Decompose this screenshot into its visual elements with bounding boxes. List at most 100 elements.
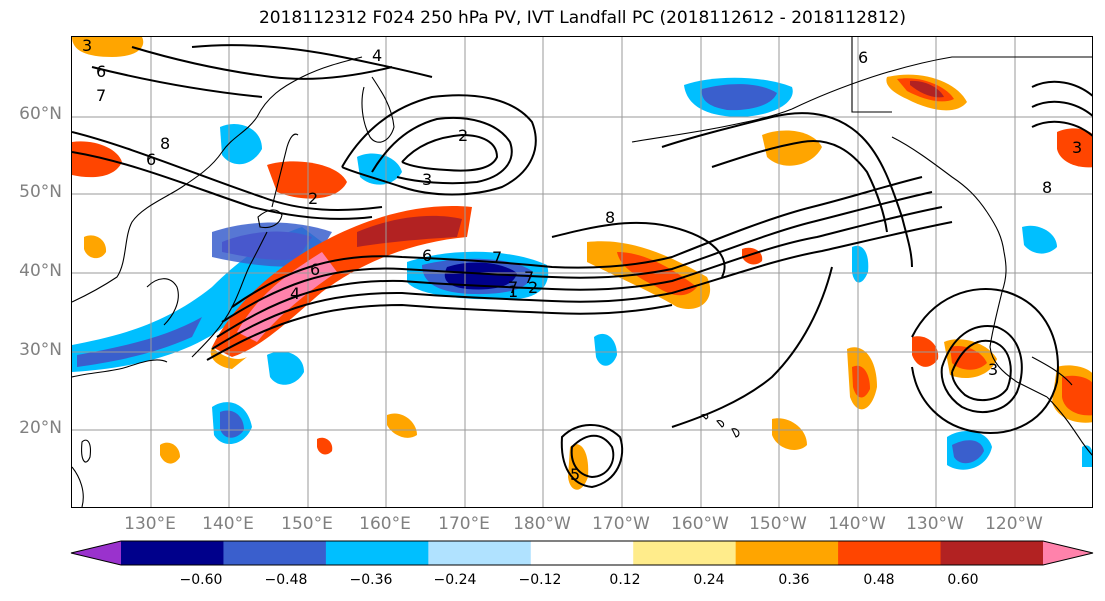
colorbar-tick-label: −0.12	[518, 572, 562, 588]
contour-label: 1	[508, 282, 518, 301]
colorbar-segment	[940, 541, 1044, 565]
colorbar-tick-label: 0.24	[693, 572, 725, 588]
longitude-label: 170°W	[592, 514, 650, 534]
coast-hokkaido	[257, 209, 283, 229]
positive-small-3	[387, 413, 417, 438]
coast-aleutians	[631, 108, 793, 143]
positive-top-left	[72, 37, 144, 57]
contour-label: 4	[372, 46, 382, 65]
colorbar-tick-label: −0.60	[179, 572, 223, 588]
coast-usa-west	[989, 291, 1048, 398]
colorbar-tick-label: −0.24	[433, 572, 477, 588]
colorbar-tick-label: 0.12	[609, 572, 641, 588]
coast-bc	[986, 211, 1007, 293]
contour-label: 6	[146, 150, 156, 169]
negative-east-coast	[1022, 225, 1057, 254]
contour-label: 7	[492, 248, 502, 267]
coast-philippines	[72, 466, 84, 507]
contour-label: 3	[422, 170, 432, 189]
longitude-label: 130°W	[906, 514, 964, 534]
contour-label: 8	[605, 208, 615, 227]
colorbar-segment	[530, 541, 634, 565]
colorbar-segment	[428, 541, 532, 565]
coast-kamchatka	[361, 76, 395, 143]
longitude-label: 150°W	[749, 514, 807, 534]
contour-label: 2	[458, 126, 468, 145]
map-plot-area: 4 6 7 2 3 6 8 8 2 6 7 7 7 1 2 6 4 3 3 8 …	[71, 36, 1093, 508]
negative-subtropic-4-core	[952, 440, 984, 464]
colorbar-tick-label: 0.60	[947, 572, 979, 588]
colorbar-extend-min	[71, 541, 121, 565]
coast-taiwan	[81, 439, 91, 463]
negative-core-japan	[77, 317, 202, 367]
negative-east-small	[852, 245, 869, 283]
contour-label: 7	[96, 86, 106, 105]
contour-label: 8	[160, 134, 170, 153]
contour-label-group: 4 6 7 2 3 6 8 8 2 6 7 7 7 1 2 6 4 3 3 8 …	[82, 37, 1082, 484]
graticule	[72, 37, 1092, 507]
colorbar-tick-label: −0.48	[264, 572, 308, 588]
coast-hawaii-3	[731, 428, 740, 438]
coast-alaska	[791, 56, 1092, 110]
coast-korea	[146, 278, 179, 326]
contour-label: 2	[308, 189, 318, 208]
negative-subtropic-1-core	[220, 410, 244, 438]
positive-sakhalin	[267, 161, 347, 199]
contour-label: 6	[96, 62, 106, 81]
colorbar-segment	[325, 541, 429, 565]
contour-label: 3	[1072, 138, 1082, 157]
longitude-label: 120°W	[985, 514, 1043, 534]
contour-label: 4	[290, 284, 300, 303]
longitude-label: 140°E	[202, 514, 254, 534]
positive-right-edge-core	[1062, 375, 1092, 416]
longitude-label: 160°E	[359, 514, 411, 534]
colorbar-tick-label: 0.48	[863, 572, 895, 588]
contour-label: 7	[508, 278, 518, 297]
positive-small-2	[317, 437, 333, 455]
negative-central-darkcore	[444, 262, 517, 290]
coast-sakhalin	[271, 133, 299, 208]
positive-small-4	[772, 418, 807, 450]
contour-label: 8	[1042, 178, 1052, 197]
longitude-label: 160°W	[671, 514, 729, 534]
contour-label: 6	[310, 260, 320, 279]
positive-small-5	[84, 235, 107, 259]
coast-japan	[191, 231, 268, 358]
contour-label: 3	[988, 360, 998, 379]
colorbar-tick-label: 0.36	[778, 572, 810, 588]
positive-upper-right	[1057, 128, 1092, 168]
contour-label: 2	[528, 278, 538, 297]
latitude-label: 40°N	[19, 261, 62, 281]
positive-aleutian-east	[762, 130, 822, 166]
coast-hawaii-2	[716, 420, 725, 428]
negative-subtropic-2	[267, 351, 304, 385]
contour-label: 6	[422, 246, 432, 265]
contour-label: 6	[858, 48, 868, 67]
latitude-label: 50°N	[19, 182, 62, 202]
contour-label: 3	[82, 37, 92, 55]
longitude-label: 150°E	[281, 514, 333, 534]
colorbar-segment	[735, 541, 839, 565]
pv-contours	[72, 44, 1092, 489]
latitude-label: 20°N	[19, 418, 62, 438]
colorbar-extend-max	[1043, 541, 1093, 565]
colorbar-segment	[121, 541, 224, 565]
latitude-label: 30°N	[19, 340, 62, 360]
positive-darkred-core	[357, 215, 462, 247]
positive-small-1	[160, 442, 180, 464]
positive-subtropic-1-core	[852, 365, 870, 398]
negative-subtropic-3	[594, 333, 617, 366]
colorbar-segment	[633, 541, 737, 565]
positive-pink-core	[237, 252, 337, 342]
colorbar-segment	[838, 541, 942, 565]
coast-china-south	[72, 359, 168, 378]
coast-alaska-panhandle	[891, 136, 988, 213]
anomaly-shading	[72, 37, 1092, 490]
contour-label: 7	[524, 268, 534, 287]
map-canvas: 4 6 7 2 3 6 8 8 2 6 7 7 7 1 2 6 4 3 3 8 …	[72, 37, 1092, 507]
colorbar-tick-label: −0.36	[349, 572, 393, 588]
contour-label: 5	[570, 465, 580, 484]
positive-westcoast-left	[72, 141, 122, 178]
colorbar	[70, 540, 1094, 566]
coast-borderline	[851, 37, 892, 113]
